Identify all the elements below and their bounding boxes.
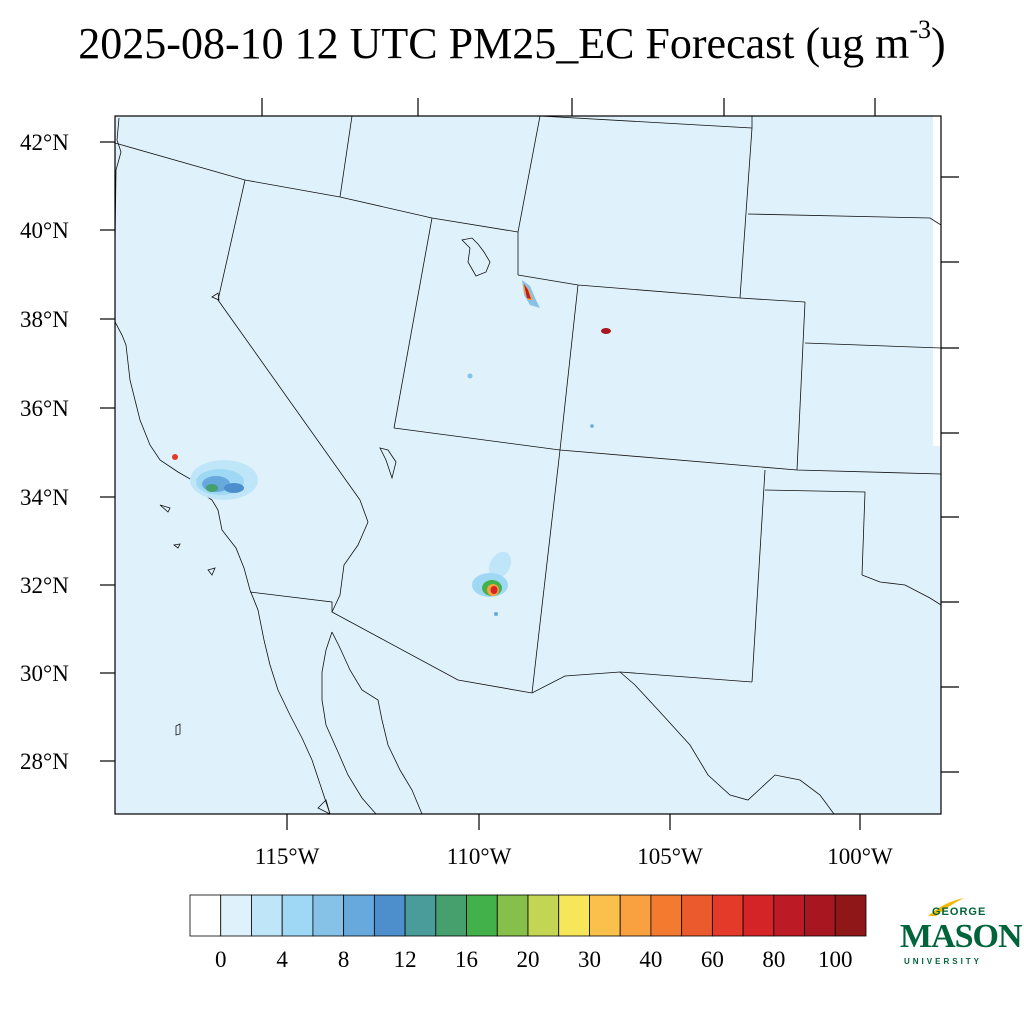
colorbar-swatch <box>742 894 775 937</box>
colorbar-label: 100 <box>818 947 853 972</box>
colorbar-swatch <box>281 894 314 937</box>
colorbar-swatch <box>343 894 375 937</box>
colorbar-label: 0 <box>215 947 227 972</box>
colorbar: 0 4 8 12 16 20 30 40 60 80 100 <box>189 894 867 972</box>
colorbar-swatch <box>619 894 652 937</box>
border-wyoming-north <box>539 116 753 129</box>
colorbar-swatch <box>527 894 560 937</box>
colorbar-swatch <box>466 894 498 937</box>
border-37n <box>393 427 941 475</box>
colorbar-swatch <box>711 894 744 937</box>
border-us-mexico <box>249 591 753 694</box>
colorbar-label: 30 <box>578 947 601 972</box>
island-a <box>159 504 171 513</box>
map-missing-data-strip <box>933 116 941 446</box>
lake-mead <box>379 447 397 480</box>
map-background <box>115 116 941 814</box>
logo-main-text: MASON <box>900 918 1023 955</box>
title-exponent: -3 <box>909 15 932 45</box>
border-wyoming-east <box>739 116 753 299</box>
colorbar-label: 80 <box>762 947 785 972</box>
colorbar-swatch <box>804 894 836 937</box>
lon-label-105: 105°W <box>637 844 703 869</box>
baja-tip <box>317 799 331 814</box>
border-ne-ks <box>804 342 941 349</box>
colorbar-label: 40 <box>639 947 662 972</box>
border-ut-co <box>559 284 579 451</box>
colorbar-swatch <box>496 894 529 937</box>
colorbar-swatch <box>650 894 683 937</box>
gulf-west-coast <box>321 631 377 814</box>
colorbar-swatch <box>558 894 590 937</box>
title-text: 2025-08-10 12 UTC PM25_EC Forecast (ug m <box>78 19 910 68</box>
colorbar-label: 60 <box>701 947 724 972</box>
lat-label-28: 28°N <box>20 749 69 774</box>
logo-swoosh-icon <box>928 898 964 916</box>
lat-label-40: 40°N <box>20 218 69 243</box>
logo-top-text: GEORGE <box>932 906 987 918</box>
border-nv-ut <box>393 217 433 429</box>
lat-label-36: 36°N <box>20 396 69 421</box>
map-frame <box>114 115 942 815</box>
rio-grande <box>619 671 835 814</box>
logo-bottom-text: UNIVERSITY <box>904 957 983 966</box>
colorbar-swatch <box>404 894 437 937</box>
colorbar-swatch <box>435 894 467 937</box>
colorbar-swatch <box>189 894 222 937</box>
university-logo: GEORGE MASON UNIVERSITY <box>898 896 1023 974</box>
border-idaho-north <box>339 116 353 198</box>
border-ok-tx <box>764 489 866 576</box>
title-close: ) <box>931 19 946 68</box>
border-nm-tx <box>751 469 766 683</box>
colorbar-swatch <box>312 894 345 937</box>
concentration-plumes <box>172 280 611 616</box>
colorbar-label: 16 <box>455 947 478 972</box>
colorbar-swatch <box>251 894 283 937</box>
tick-marks <box>100 98 959 830</box>
colorbar-label: 20 <box>517 947 540 972</box>
colorbar-swatch <box>373 894 406 937</box>
lake-tahoe <box>211 292 220 301</box>
colorbar-label: 12 <box>394 947 417 972</box>
red-river <box>861 574 941 606</box>
lon-label-100: 100°W <box>827 844 893 869</box>
island-d <box>175 723 181 736</box>
border-sd-ne <box>747 213 941 226</box>
colorbar-swatch <box>834 894 867 937</box>
colorbar-swatch <box>681 894 713 937</box>
lon-label-110: 110°W <box>447 844 512 869</box>
lon-label-115: 115°W <box>255 844 320 869</box>
map-boundaries <box>115 116 941 814</box>
lat-label-30: 30°N <box>20 661 69 686</box>
lat-label-34: 34°N <box>20 485 69 510</box>
map-title: 2025-08-10 12 UTC PM25_EC Forecast (ug m… <box>0 15 1024 69</box>
great-salt-lake <box>461 237 491 277</box>
border-wyoming-west <box>517 116 541 275</box>
island-c <box>173 543 181 549</box>
colorbar-label: 4 <box>276 947 288 972</box>
border-az-nm <box>531 449 561 694</box>
island-b <box>207 567 216 576</box>
colorbar-swatch <box>220 894 252 937</box>
lat-label-38: 38°N <box>20 307 69 332</box>
border-co-ks <box>796 301 806 471</box>
colorbar-label: 8 <box>338 947 350 972</box>
lat-label-42: 42°N <box>20 130 69 155</box>
coastline <box>115 117 331 814</box>
colorbar-swatch <box>589 894 621 937</box>
gulf-east-coast <box>331 631 423 814</box>
colorbar-swatch <box>773 894 805 937</box>
border-41n <box>517 274 806 303</box>
lat-label-32: 32°N <box>20 573 69 598</box>
colorado-river <box>331 499 369 613</box>
